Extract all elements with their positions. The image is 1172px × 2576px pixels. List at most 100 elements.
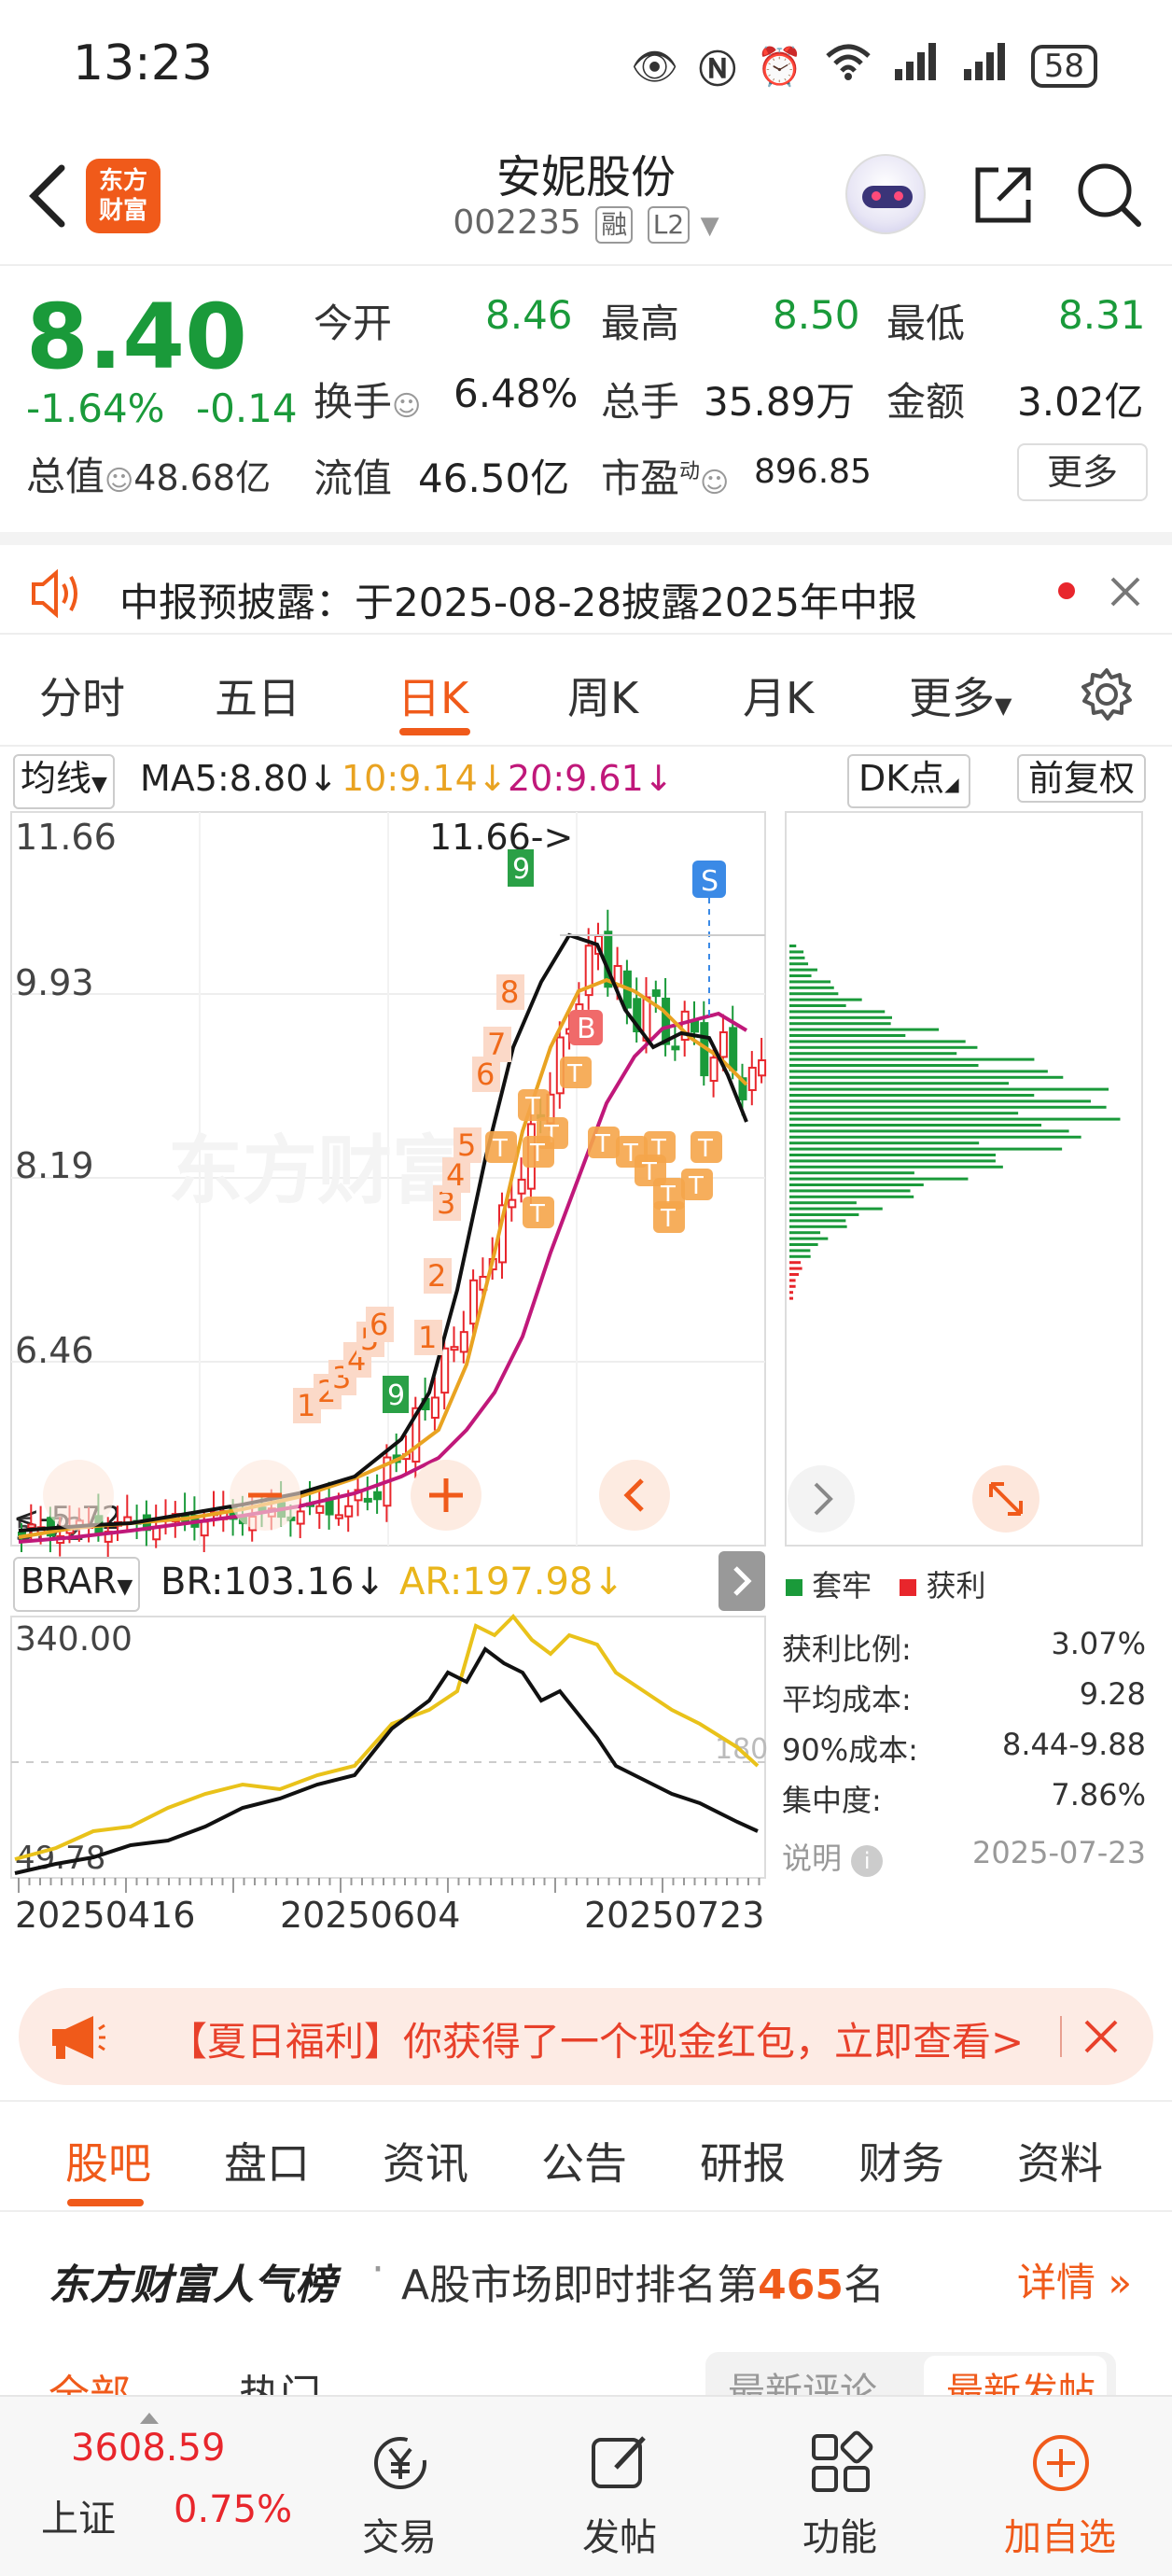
tab-all-posts[interactable]: 全部: [49, 2372, 131, 2399]
tab-more[interactable]: 更多▼: [909, 673, 1012, 723]
kline-chart[interactable]: 东方财富 11.66 9.93 8.19 6.46 5.72 11.66-> <…: [0, 805, 1172, 1897]
quote-panel: 8.40 -1.64% -0.14 总值☺48.68亿 今开 8.46 最高 8…: [0, 266, 1172, 527]
tab-five-day[interactable]: 五日: [215, 673, 300, 723]
float-label: 流值: [314, 455, 393, 501]
tab-announcements[interactable]: 公告: [541, 2138, 627, 2189]
chip-bar: [789, 1028, 940, 1031]
tab-monthly-k[interactable]: 月K: [743, 673, 815, 723]
y-label-3: 8.19: [15, 1145, 94, 1186]
tab-daily-k[interactable]: 日K: [398, 673, 469, 723]
active-tab-indicator: [67, 2199, 144, 2206]
td-number: 1: [297, 1388, 315, 1423]
tab-hot-posts[interactable]: 热门: [239, 2372, 321, 2399]
chip-bar: [789, 1010, 886, 1014]
settings-gear-icon[interactable]: [1079, 666, 1135, 726]
close-icon[interactable]: [1107, 573, 1144, 614]
t-marker-label: T: [660, 1205, 676, 1233]
candle-body: [709, 1057, 719, 1083]
candle-body: [315, 1505, 325, 1514]
t-marker-label: T: [492, 1135, 508, 1163]
tab-guba[interactable]: 股吧: [65, 2138, 151, 2189]
search-icon[interactable]: [1075, 161, 1142, 228]
chip-bar: [789, 1105, 1107, 1109]
sort-latest-post[interactable]: 最新发帖: [946, 2371, 1095, 2399]
td-number-bg: [472, 1057, 500, 1092]
promo-banner[interactable]: 【夏日福利】你获得了一个现金红包，立即查看>: [19, 1988, 1153, 2085]
chip-bar: [789, 980, 831, 984]
assistant-robot-icon[interactable]: [845, 154, 926, 234]
popularity-row[interactable]: 东方财富人气榜 · A股市场即时排名第465名 详情 »: [49, 2246, 1133, 2309]
concentration-row: 集中度: 7.86%: [782, 1777, 1146, 1818]
tab-research[interactable]: 研报: [700, 2138, 786, 2189]
ma5-value: MA5:8.80↓: [140, 758, 339, 799]
chip-bar: [789, 1279, 796, 1282]
chip-bar: [789, 1045, 978, 1049]
forward-adjust-button[interactable]: 前复权: [1017, 754, 1147, 803]
indicator-selector[interactable]: 均线▼: [13, 754, 115, 809]
chip-bar: [789, 1291, 793, 1295]
sort-latest-comment[interactable]: 最新评论: [728, 2371, 877, 2399]
tab-weekly-k[interactable]: 周K: [567, 673, 639, 723]
td-number: 4: [446, 1157, 465, 1193]
turnover-label[interactable]: 换手☺: [314, 379, 422, 425]
brar-selector[interactable]: BRAR▼: [13, 1557, 141, 1612]
total-value[interactable]: 总值☺48.68亿: [26, 445, 271, 502]
dk-point-button[interactable]: DK点◢: [847, 754, 970, 808]
low-value: 8.31: [1058, 292, 1146, 338]
tab-profile[interactable]: 资料: [1017, 2138, 1103, 2189]
index-value[interactable]: 3608.59: [71, 2427, 226, 2470]
tab-pankou[interactable]: 盘口: [224, 2138, 310, 2189]
bottom-nav: 3608.59 上证 0.75% 交易 发帖 功能 加自选: [0, 2395, 1172, 2576]
pe-label[interactable]: 市盈动☺: [601, 455, 730, 501]
t-marker: [560, 1057, 592, 1088]
trade-yen-icon: [374, 2437, 426, 2489]
brar-y-top: 340.00: [15, 1620, 133, 1659]
open-label: 今开: [314, 301, 393, 346]
stock-code-row[interactable]: 002235 融 L2 ▼: [0, 203, 1172, 244]
amount-value: 3.02亿: [1017, 379, 1144, 425]
candle-body: [671, 1045, 680, 1051]
index-change[interactable]: 0.75%: [174, 2488, 293, 2531]
watermark: 东方财富: [168, 1127, 467, 1214]
high-label: 最高: [601, 301, 680, 346]
td-number: 5: [457, 1127, 476, 1163]
dropdown-triangle-icon: ▼: [995, 693, 1012, 719]
chip-bar: [789, 1147, 1063, 1151]
chip-bar: [789, 1284, 796, 1288]
popularity-rank: 465: [758, 2261, 844, 2309]
td-number: 2: [427, 1258, 446, 1294]
ma20-value: 20:9.61↓: [508, 758, 674, 799]
info-icon: ☺: [105, 465, 134, 497]
t-marker: [653, 1201, 685, 1233]
td-number: 8: [500, 974, 519, 1010]
amount-label: 金额: [886, 379, 966, 425]
chip-bar: [789, 1171, 914, 1175]
tab-finance[interactable]: 财务: [858, 2138, 944, 2189]
tab-news[interactable]: 资讯: [383, 2138, 468, 2189]
chip-bar: [789, 1195, 914, 1198]
share-icon[interactable]: [970, 162, 1036, 228]
chip-bar: [789, 1099, 1091, 1103]
candle-body: [758, 1059, 767, 1077]
total-value-value: 48.68亿: [133, 457, 272, 498]
info-icon: ☺: [392, 390, 422, 423]
notice-bar[interactable]: 中报预披露：于2025-08-28披露2025年中报: [0, 532, 1172, 635]
close-icon[interactable]: [1081, 2016, 1122, 2061]
index-name[interactable]: 上证: [41, 2498, 116, 2541]
pe-value: 896.85: [754, 453, 872, 491]
td-sequence-numbers: 1234567812345699: [293, 849, 534, 1423]
td-nine-marker: [508, 849, 534, 887]
eastmoney-logo[interactable]: 东方 财富: [86, 159, 160, 233]
popularity-details-link[interactable]: 详情 »: [1017, 2260, 1133, 2305]
back-arrow-icon[interactable]: [21, 159, 77, 233]
more-button[interactable]: 更多: [1017, 443, 1148, 501]
chip-bar: [789, 1189, 911, 1193]
chip-bar: [789, 1040, 966, 1043]
chip-bar: [789, 1225, 847, 1228]
tab-intraday[interactable]: 分时: [39, 673, 125, 723]
explain-row[interactable]: 说明 i 2025-07-23: [782, 1835, 1146, 1877]
stock-name: 安妮股份: [495, 151, 676, 203]
ma20-line: [18, 1011, 748, 1544]
y-label-4: 6.46: [15, 1330, 94, 1371]
